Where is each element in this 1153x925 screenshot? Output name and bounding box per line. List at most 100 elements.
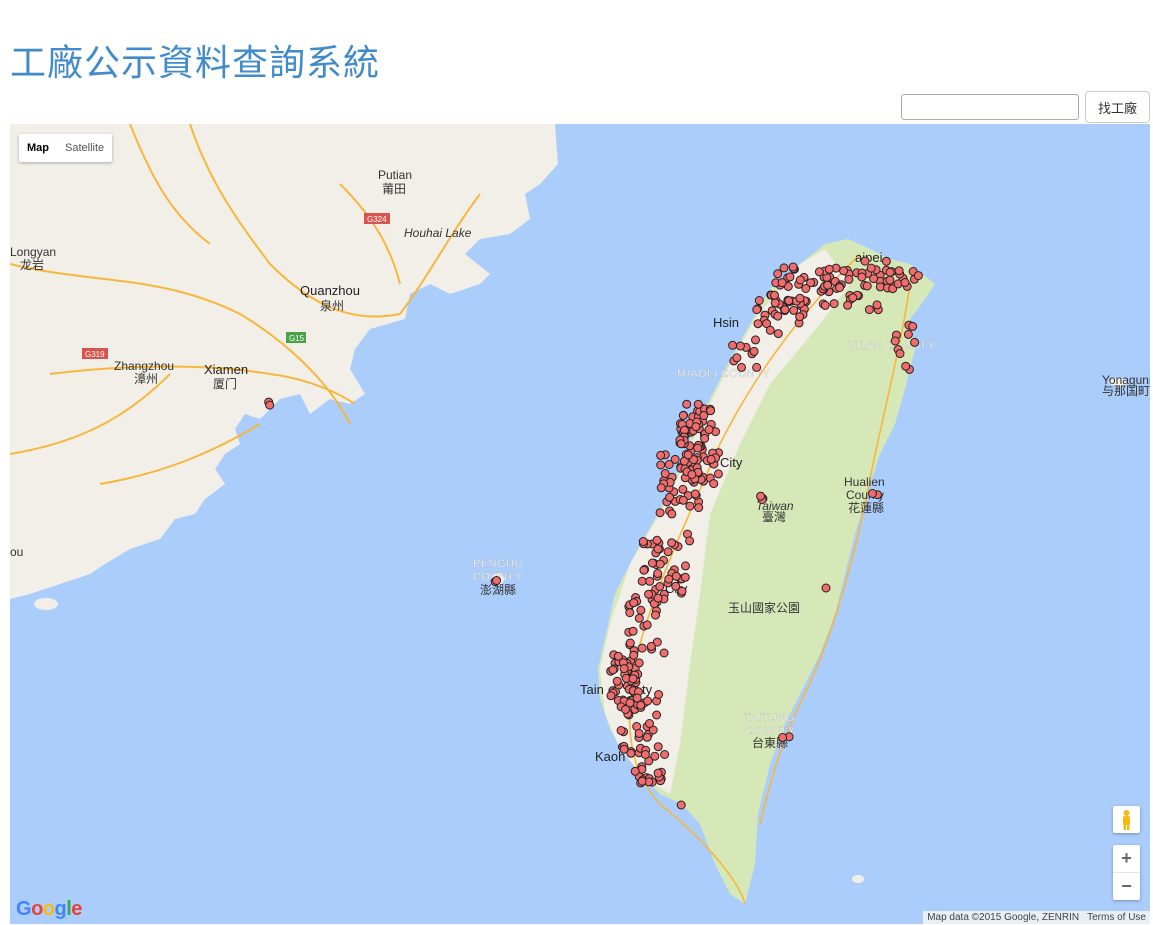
factory-marker[interactable] (848, 293, 858, 303)
factory-marker[interactable] (843, 300, 853, 310)
factory-marker[interactable] (885, 267, 895, 277)
factory-marker[interactable] (655, 559, 665, 569)
factory-marker[interactable] (693, 399, 703, 409)
factory-marker[interactable] (644, 589, 654, 599)
factory-marker[interactable] (801, 284, 811, 293)
factory-marker[interactable] (664, 460, 674, 469)
factory-marker[interactable] (653, 768, 663, 778)
map-type-map-button[interactable]: Map (27, 142, 49, 154)
factory-marker[interactable] (913, 271, 923, 281)
factory-marker[interactable] (694, 503, 704, 513)
factory-marker[interactable] (655, 582, 665, 591)
street-view-pegman-icon[interactable] (1113, 806, 1140, 833)
factory-marker[interactable] (663, 547, 673, 557)
factory-marker[interactable] (639, 565, 649, 575)
factory-marker[interactable] (901, 361, 911, 371)
factory-marker[interactable] (788, 262, 798, 272)
factory-marker[interactable] (770, 290, 779, 300)
factory-marker[interactable] (634, 728, 644, 738)
factory-marker[interactable] (646, 641, 656, 651)
factory-marker[interactable] (619, 664, 629, 674)
factory-marker[interactable] (653, 544, 663, 554)
factory-marker[interactable] (656, 450, 666, 460)
factory-marker[interactable] (625, 608, 635, 618)
factory-marker[interactable] (628, 674, 638, 684)
factory-marker[interactable] (868, 489, 877, 498)
factory-marker[interactable] (667, 538, 677, 548)
zoom-out-button[interactable]: − (1121, 876, 1132, 896)
factory-marker[interactable] (680, 572, 690, 582)
factory-marker[interactable] (857, 272, 867, 282)
factory-marker[interactable] (795, 312, 805, 322)
factory-marker[interactable] (866, 263, 876, 273)
factory-marker[interactable] (608, 665, 618, 675)
factory-marker[interactable] (762, 319, 772, 329)
factory-marker[interactable] (653, 742, 663, 752)
factory-marker[interactable] (860, 256, 870, 266)
factory-marker[interactable] (625, 638, 635, 648)
factory-marker[interactable] (753, 319, 763, 329)
factory-marker[interactable] (785, 272, 795, 282)
factory-marker[interactable] (619, 744, 629, 754)
factory-marker[interactable] (636, 700, 646, 710)
factory-marker[interactable] (621, 705, 630, 714)
factory-marker[interactable] (900, 278, 910, 287)
zoom-in-button[interactable]: + (1121, 848, 1132, 868)
factory-marker[interactable] (637, 643, 647, 653)
factory-marker[interactable] (612, 676, 622, 686)
factory-marker[interactable] (670, 454, 680, 464)
factory-marker[interactable] (659, 648, 669, 658)
factory-marker[interactable] (667, 509, 677, 519)
factory-marker[interactable] (636, 605, 646, 615)
factory-marker[interactable] (903, 329, 913, 339)
factory-marker[interactable] (895, 349, 905, 359)
factory-marker[interactable] (814, 267, 824, 277)
factory-marker[interactable] (642, 620, 652, 630)
factory-marker[interactable] (664, 574, 674, 584)
factory-marker[interactable] (704, 425, 714, 435)
factory-marker[interactable] (770, 298, 780, 308)
factory-marker[interactable] (687, 470, 697, 479)
factory-marker[interactable] (653, 593, 663, 603)
factory-marker[interactable] (613, 651, 623, 661)
factory-marker[interactable] (682, 399, 692, 409)
factory-marker[interactable] (864, 305, 874, 315)
factory-marker[interactable] (752, 362, 762, 372)
search-input[interactable] (900, 94, 1079, 120)
factory-marker[interactable] (885, 275, 895, 285)
factory-marker[interactable] (789, 305, 799, 315)
factory-marker[interactable] (881, 256, 891, 266)
factory-marker[interactable] (756, 491, 766, 501)
factory-marker[interactable] (637, 576, 647, 586)
factory-marker[interactable] (660, 469, 670, 478)
factory-marker[interactable] (752, 305, 762, 315)
factory-marker[interactable] (650, 751, 660, 761)
factory-marker[interactable] (671, 581, 681, 591)
factory-marker[interactable] (630, 766, 640, 776)
factory-marker[interactable] (773, 329, 783, 339)
factory-marker[interactable] (773, 311, 783, 321)
factory-marker[interactable] (829, 299, 839, 309)
factory-marker[interactable] (773, 269, 783, 279)
factory-marker[interactable] (683, 450, 693, 460)
factory-marker[interactable] (632, 693, 642, 703)
factory-marker[interactable] (693, 443, 703, 453)
factory-marker[interactable] (872, 300, 882, 310)
factory-marker[interactable] (628, 626, 638, 636)
factory-marker[interactable] (616, 726, 626, 735)
factory-marker[interactable] (732, 353, 742, 363)
factory-marker[interactable] (778, 733, 788, 742)
factory-marker[interactable] (691, 422, 701, 432)
map-type-satellite-button[interactable]: Satellite (65, 142, 105, 154)
factory-marker[interactable] (655, 508, 665, 518)
factory-marker[interactable] (637, 776, 647, 786)
factory-marker[interactable] (869, 274, 879, 284)
factory-marker[interactable] (652, 637, 662, 647)
factory-marker[interactable] (699, 411, 709, 420)
factory-marker[interactable] (700, 434, 710, 443)
factory-marker[interactable] (844, 274, 854, 284)
factory-marker[interactable] (629, 650, 639, 660)
factory-marker[interactable] (656, 460, 666, 470)
factory-marker[interactable] (795, 293, 805, 303)
factory-marker[interactable] (751, 335, 760, 345)
